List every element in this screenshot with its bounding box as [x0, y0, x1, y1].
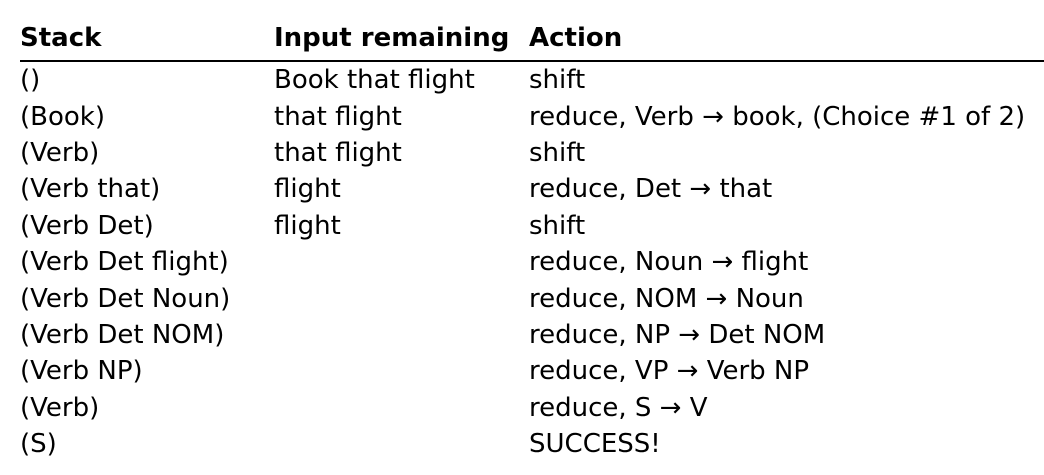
- action-cell: shift: [529, 65, 586, 96]
- action-cell: shift: [529, 137, 586, 168]
- action-cell: reduce, NP → Det NOM: [529, 319, 826, 350]
- stack-cell: (S): [20, 429, 57, 460]
- action-cell: reduce, Det → that: [529, 174, 773, 205]
- stack-cell: (Verb that): [20, 174, 161, 205]
- stack-cell: (Verb): [20, 137, 100, 168]
- action-cell: SUCCESS!: [529, 429, 661, 460]
- header-stack: Stack: [20, 20, 274, 62]
- stack-cell: (): [20, 65, 41, 96]
- header-action: Action: [529, 20, 1044, 62]
- stack-cell: (Book): [20, 101, 105, 132]
- action-cell: reduce, NOM → Noun: [529, 283, 804, 314]
- action-cell: reduce, S → V: [529, 392, 708, 423]
- parse-trace-table-container: Stack Input remaining Action () Book tha…: [20, 20, 1044, 462]
- table-row: () Book that flight shift: [20, 61, 1044, 98]
- header-input-remaining: Input remaining: [274, 20, 529, 62]
- action-cell: reduce, Verb → book, (Choice #1 of 2): [529, 101, 1026, 132]
- input-cell: [274, 353, 529, 389]
- input-cell: flight: [274, 174, 341, 205]
- input-cell: [274, 280, 529, 316]
- table-row: (Verb) that flight shift: [20, 135, 1044, 171]
- stack-cell: (Verb Det Noun): [20, 283, 231, 314]
- input-cell: Book that flight: [274, 65, 475, 96]
- input-cell: [274, 244, 529, 280]
- table-row: (S) SUCCESS!: [20, 426, 1044, 462]
- input-cell: that flight: [274, 101, 402, 132]
- stack-cell: (Verb Det NOM): [20, 319, 225, 350]
- stack-cell: (Verb Det flight): [20, 247, 229, 278]
- header-row: Stack Input remaining Action: [20, 20, 1044, 62]
- table-row: (Verb) reduce, S → V: [20, 390, 1044, 426]
- input-cell: flight: [274, 210, 341, 241]
- action-cell: reduce, Noun → flight: [529, 247, 809, 278]
- input-cell: that flight: [274, 137, 402, 168]
- table-row: (Book) that flight reduce, Verb → book, …: [20, 98, 1044, 134]
- action-cell: reduce, VP → Verb NP: [529, 356, 810, 387]
- table-row: (Verb Det NOM) reduce, NP → Det NOM: [20, 317, 1044, 353]
- input-cell: [274, 390, 529, 426]
- input-cell: [274, 317, 529, 353]
- table-row: (Verb Det) flight shift: [20, 208, 1044, 244]
- parse-trace-table: Stack Input remaining Action () Book tha…: [20, 20, 1044, 462]
- table-row: (Verb Det Noun) reduce, NOM → Noun: [20, 280, 1044, 316]
- action-cell: shift: [529, 210, 586, 241]
- input-cell: [274, 426, 529, 462]
- stack-cell: (Verb): [20, 392, 100, 423]
- table-row: (Verb Det flight) reduce, Noun → flight: [20, 244, 1044, 280]
- table-row: (Verb NP) reduce, VP → Verb NP: [20, 353, 1044, 389]
- stack-cell: (Verb NP): [20, 356, 143, 387]
- stack-cell: (Verb Det): [20, 210, 154, 241]
- table-row: (Verb that) flight reduce, Det → that: [20, 171, 1044, 207]
